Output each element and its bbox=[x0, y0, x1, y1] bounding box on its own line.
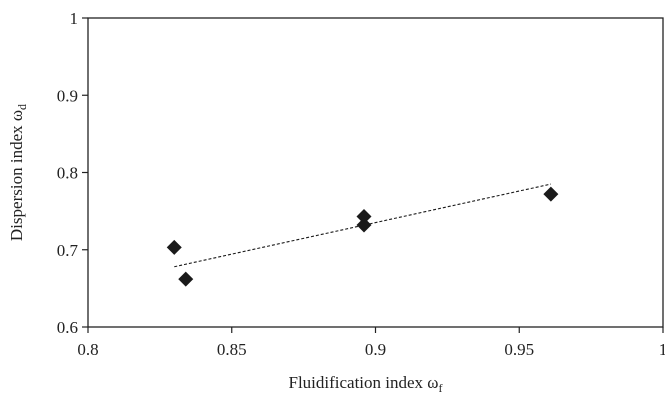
data-point bbox=[543, 186, 559, 202]
y-tick-label: 1 bbox=[70, 9, 79, 28]
plot-area bbox=[87, 17, 664, 328]
x-tick-label: 0.95 bbox=[504, 340, 534, 359]
x-axis-title: Fluidification index ωf bbox=[288, 373, 442, 395]
y-tick-label: 0.8 bbox=[57, 164, 78, 183]
data-point bbox=[166, 239, 182, 255]
x-tick-label: 0.85 bbox=[217, 340, 247, 359]
x-tick-label: 0.8 bbox=[77, 340, 98, 359]
y-tick-label: 0.9 bbox=[57, 86, 78, 105]
data-points bbox=[166, 186, 559, 287]
y-axis-ticks: 0.6 0.7 0.8 0.9 1 bbox=[57, 9, 88, 337]
data-point bbox=[356, 209, 372, 225]
x-tick-label: 1 bbox=[659, 340, 665, 359]
y-axis-title: Dispersion index ωd bbox=[7, 104, 29, 241]
y-tick-label: 0.6 bbox=[57, 318, 78, 337]
data-point bbox=[356, 217, 372, 233]
x-axis-ticks: 0.8 0.85 0.9 0.95 1 bbox=[77, 327, 665, 359]
x-tick-label: 0.9 bbox=[365, 340, 386, 359]
plot-frame bbox=[87, 17, 664, 328]
data-point bbox=[178, 271, 194, 287]
y-tick-label: 0.7 bbox=[57, 241, 79, 260]
